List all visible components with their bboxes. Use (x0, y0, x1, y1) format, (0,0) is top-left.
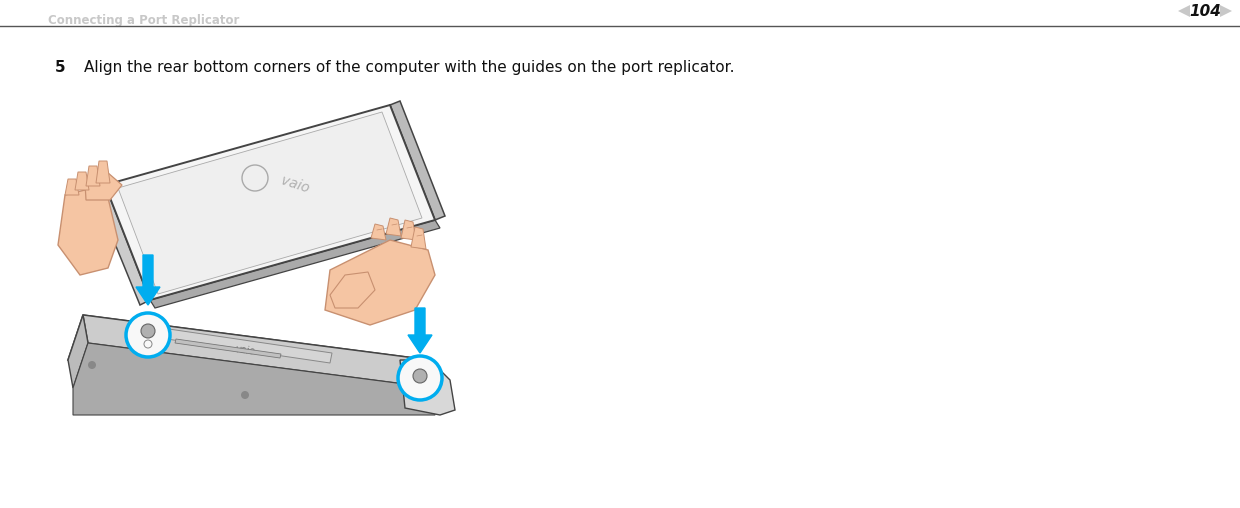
Polygon shape (83, 315, 435, 388)
Polygon shape (73, 343, 435, 415)
Polygon shape (68, 315, 88, 388)
Polygon shape (58, 185, 118, 275)
Polygon shape (74, 172, 89, 190)
Circle shape (398, 356, 441, 400)
Circle shape (141, 324, 155, 338)
Polygon shape (330, 272, 374, 308)
Polygon shape (371, 224, 386, 240)
Polygon shape (68, 315, 430, 405)
Polygon shape (105, 105, 435, 300)
FancyArrow shape (408, 308, 432, 353)
Polygon shape (175, 339, 281, 358)
Text: vaio: vaio (234, 343, 255, 357)
Polygon shape (93, 185, 150, 305)
Polygon shape (401, 220, 415, 240)
Circle shape (126, 313, 170, 357)
Text: 5: 5 (55, 60, 66, 75)
Polygon shape (401, 360, 455, 415)
Polygon shape (325, 240, 435, 325)
Text: vaio: vaio (279, 174, 311, 196)
Polygon shape (64, 179, 79, 195)
Polygon shape (86, 172, 122, 200)
Circle shape (413, 369, 427, 383)
Text: 104: 104 (1189, 4, 1221, 18)
Polygon shape (386, 218, 401, 236)
Polygon shape (1220, 5, 1233, 17)
Text: Align the rear bottom corners of the computer with the guides on the port replic: Align the rear bottom corners of the com… (84, 60, 734, 75)
Polygon shape (160, 328, 332, 363)
FancyArrow shape (136, 255, 160, 305)
Text: Connecting a Port Replicator: Connecting a Port Replicator (48, 14, 239, 27)
Polygon shape (95, 161, 110, 183)
Polygon shape (410, 227, 427, 249)
Polygon shape (86, 166, 100, 186)
Circle shape (88, 361, 95, 369)
Polygon shape (391, 101, 445, 220)
Circle shape (241, 391, 249, 399)
Polygon shape (118, 112, 422, 294)
Polygon shape (150, 220, 440, 308)
Polygon shape (1178, 5, 1190, 17)
